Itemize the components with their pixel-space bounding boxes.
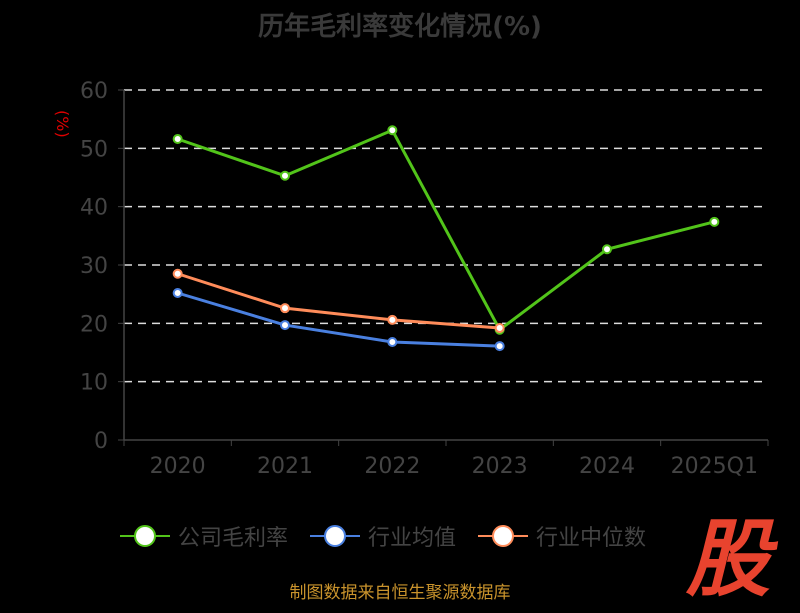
legend: 公司毛利率 行业均值 行业中位数 (120, 520, 646, 552)
y-tick-label: 20 (80, 312, 108, 337)
x-tick-label: 2020 (150, 454, 206, 479)
data-point (494, 341, 505, 352)
x-tick-label: 2022 (364, 454, 420, 479)
legend-label: 行业均值 (368, 526, 457, 551)
data-point (172, 134, 183, 144)
x-tick-label: 2024 (579, 454, 635, 479)
x-tick-label: 2025Q1 (671, 454, 758, 479)
legend-marker-icon (478, 525, 529, 547)
data-point (494, 323, 505, 333)
y-tick-label: 60 (80, 79, 108, 104)
series-line-2 (177, 272, 500, 330)
y-tick-label: 50 (80, 137, 108, 162)
chart-title: 历年毛利率变化情况(%) (258, 12, 542, 42)
y-tick-label: 0 (94, 429, 108, 454)
data-point (387, 314, 398, 325)
legend-marker-icon (310, 525, 361, 547)
series-line-1 (177, 291, 500, 348)
data-point (387, 337, 398, 347)
data-point (280, 320, 290, 331)
x-tick-label: 2021 (257, 454, 313, 479)
data-point (280, 303, 290, 314)
legend-item-company[interactable]: 公司毛利率 (120, 520, 288, 552)
brand-logo: 股 (686, 510, 771, 608)
y-tick-label: 10 (80, 371, 108, 396)
series-line-0 (177, 128, 715, 332)
y-tick-label: 40 (80, 196, 108, 221)
data-point (387, 125, 398, 136)
legend-label: 行业中位数 (536, 526, 647, 551)
data-point (602, 244, 612, 255)
data-source: 制图数据来自恒生聚源数据库 (289, 583, 511, 603)
legend-marker-icon (120, 525, 170, 547)
legend-label: 公司毛利率 (178, 526, 289, 551)
data-point (172, 268, 183, 279)
x-tick-label: 2023 (472, 454, 528, 479)
y-tick-label: 30 (80, 254, 108, 279)
line-chart: 0 10 20 30 40 50 60 2020 2021 2022 2023 2024 2025Q1 (80, 79, 769, 479)
data-point (172, 288, 183, 298)
data-point (280, 170, 290, 181)
legend-item-industry-mean[interactable]: 行业均值 (310, 520, 456, 552)
data-point (709, 216, 720, 227)
legend-item-industry-median[interactable]: 行业中位数 (478, 520, 646, 552)
